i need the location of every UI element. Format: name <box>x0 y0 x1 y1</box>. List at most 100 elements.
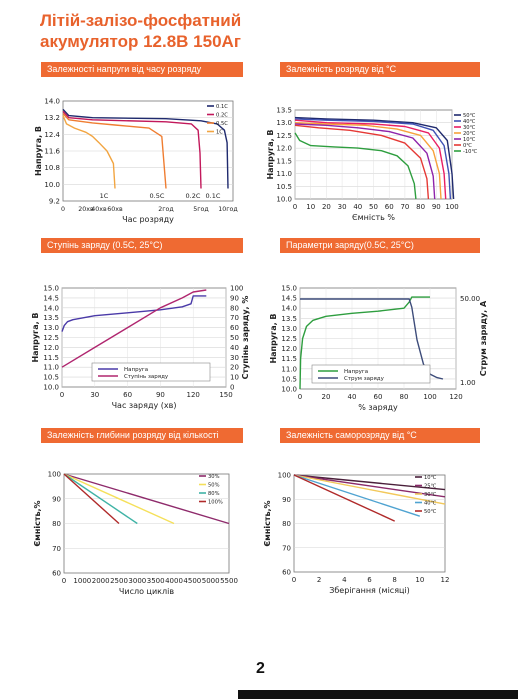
chart-charge_state <box>61 287 227 388</box>
y-tick-label: 12.0 <box>276 145 292 153</box>
series-line-10℃ <box>293 474 446 491</box>
y-right-axis-label: Струм заряду, А <box>479 300 488 376</box>
y-tick-label: 14.5 <box>281 295 297 303</box>
x-axis-label: % заряду <box>358 403 398 412</box>
x-tick-label: 150 <box>219 391 232 399</box>
y-tick-label: 11.0 <box>43 364 59 372</box>
y-tick-label: 14.0 <box>44 98 60 106</box>
series-end-label: 1C <box>100 192 109 200</box>
x-axis-label: Час заряду (хв) <box>112 401 177 410</box>
x-tick-label: 0 <box>60 391 64 399</box>
series-line-80% <box>63 473 138 525</box>
x-tick-label: 8 <box>392 576 396 584</box>
y-tick-label: 100 <box>48 471 61 479</box>
x-tick-label: 2000 <box>92 577 110 585</box>
x-tick-label: 4500 <box>183 577 201 585</box>
legend-label: 10℃ <box>424 475 437 481</box>
series-line-0.5C <box>62 113 167 189</box>
y-right-axis-label: Ступінь заряду, % <box>240 296 250 380</box>
x-tick-label: 20 <box>322 393 331 401</box>
y-axis-label: Ємність,% <box>32 500 42 546</box>
y-tick-label: 12.0 <box>43 344 59 352</box>
x-tick-label: 40хв <box>91 206 107 213</box>
y-tick-label: 11.5 <box>43 354 59 362</box>
x-tick-label: 20 <box>322 203 331 211</box>
y-tick-label: 10.0 <box>43 384 59 392</box>
x-axis-label: Число циклів <box>119 587 174 596</box>
legend-label: 30% <box>208 474 220 480</box>
y-right-tick-label: 50 <box>230 334 239 342</box>
x-tick-label: 80 <box>400 393 409 401</box>
y-axis-label: Напруга, В <box>34 126 43 176</box>
legend-label: 30℃ <box>424 492 437 498</box>
y-tick-label: 14.0 <box>43 304 59 312</box>
y-tick-label: 9.2 <box>49 198 60 206</box>
section-header-charge-params: Параметри заряду(0.5C, 25°C) <box>280 238 480 253</box>
legend-label: Струм заряду <box>344 376 385 382</box>
x-tick-label: 10 <box>306 203 315 211</box>
x-tick-label: 0 <box>292 576 296 584</box>
series-line-30℃ <box>293 474 446 505</box>
x-tick-label: 4 <box>342 576 347 584</box>
y-tick-label: 60 <box>52 570 61 578</box>
x-tick-label: 3500 <box>147 577 165 585</box>
document-title: Літій-залізо-фосфатний акумулятор 12.8В … <box>40 10 340 52</box>
series-line-0.1C <box>62 108 229 189</box>
x-tick-label: 30 <box>90 391 99 399</box>
legend-label: 50℃ <box>424 509 437 515</box>
series-line--10℃ <box>294 132 417 200</box>
x-axis-label: Ємність % <box>352 213 395 222</box>
y-tick-label: 13.0 <box>281 325 297 333</box>
x-tick-label: 10 <box>415 576 424 584</box>
x-tick-label: 0 <box>293 203 297 211</box>
x-tick-label: 120 <box>449 393 462 401</box>
legend-label: 0.5C <box>216 121 228 127</box>
x-tick-label: 6 <box>367 576 372 584</box>
x-tick-label: 40 <box>348 393 357 401</box>
legend-label: 50% <box>208 483 220 489</box>
x-tick-label: 2год <box>158 206 174 213</box>
series-line-30% <box>63 473 230 525</box>
section-header-cycles: Залежність глибини розряду від кількості… <box>41 428 243 455</box>
legend-label: 40℃ <box>424 501 437 507</box>
x-tick-label: 60хв <box>107 206 123 213</box>
chart-cycles <box>63 473 230 574</box>
y-tick-label: 10.5 <box>281 375 297 383</box>
chart-charge_params <box>299 287 457 390</box>
series-line-1C <box>62 115 116 189</box>
series-line-50℃ <box>293 474 395 522</box>
x-tick-label: 4000 <box>165 577 183 585</box>
legend-label: 0.2C <box>216 113 228 119</box>
section-header-discharge-temp: Залежність розряду від °С <box>280 62 480 77</box>
x-tick-label: 3000 <box>128 577 146 585</box>
y-tick-label: 90 <box>282 496 291 504</box>
y-right-tick-label: 80 <box>230 304 239 312</box>
x-tick-label: 40 <box>353 203 362 211</box>
legend-label: Напруга <box>124 367 148 373</box>
x-tick-label: 50 <box>369 203 378 211</box>
y-axis-label: Напруга, В <box>31 312 40 362</box>
x-tick-label: 60 <box>374 393 383 401</box>
title-line-2: акумулятор 12.8В 150Аг <box>40 32 241 51</box>
y-right-tick-label: 20 <box>230 364 239 372</box>
x-tick-label: 5500 <box>220 577 238 585</box>
section-header-charge-state: Ступінь заряду (0.5C, 25°C) <box>41 238 243 253</box>
y-right-tick-label: 1.00 <box>460 379 476 387</box>
x-tick-label: 2 <box>317 576 321 584</box>
y-tick-label: 80 <box>282 520 291 528</box>
y-tick-label: 12.5 <box>276 132 292 140</box>
legend-label: 30℃ <box>463 125 476 131</box>
y-tick-label: 70 <box>282 544 291 552</box>
legend-box <box>91 362 211 382</box>
x-tick-label: 0 <box>61 206 65 213</box>
x-tick-label: 2500 <box>110 577 128 585</box>
series-line-Напруга <box>61 295 207 332</box>
y-tick-label: 13.5 <box>43 314 59 322</box>
y-tick-label: 10.8 <box>44 164 60 172</box>
y-tick-label: 13.2 <box>44 114 60 122</box>
x-tick-label: 80 <box>416 203 425 211</box>
series-line-20℃ <box>294 122 442 200</box>
x-tick-label: 12 <box>441 576 450 584</box>
y-axis-label: Напруга, В <box>266 129 275 179</box>
y-axis-label: Ємність,% <box>262 500 272 546</box>
